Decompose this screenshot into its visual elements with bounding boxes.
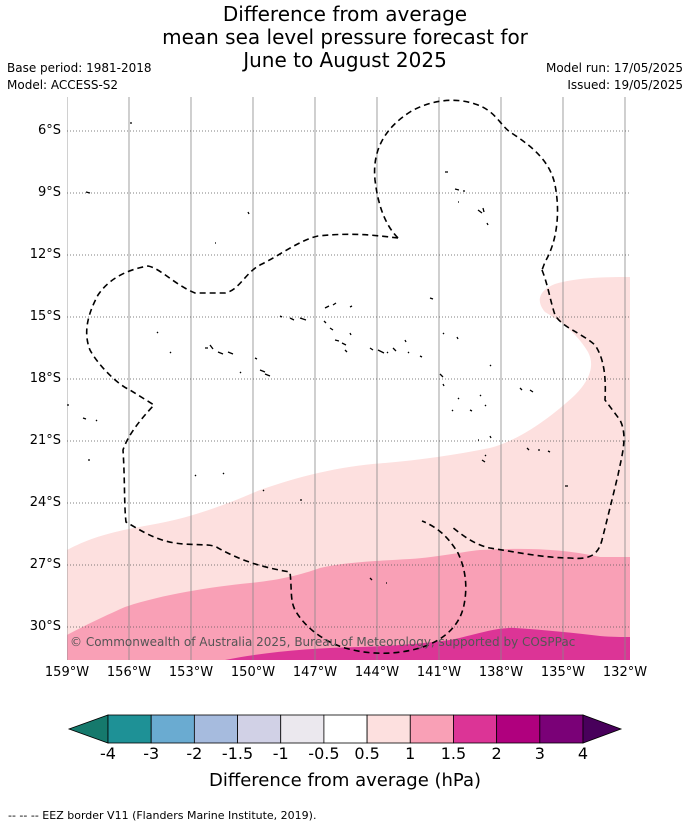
eez-border-east (451, 269, 625, 560)
colorbar-swatch (453, 714, 498, 744)
island-group-tuamotu (323, 297, 459, 387)
colorbar-swatch (323, 714, 368, 744)
lat-label-21s: 21°S (29, 433, 61, 448)
base-period: Base period: 1981-2018 (7, 61, 152, 75)
lat-label-15s: 15°S (29, 309, 61, 324)
anomaly-band-1-5-to-2 (225, 627, 630, 660)
lon-label-135w: 135°W (540, 665, 586, 680)
lat-label-27s: 27°S (29, 557, 61, 572)
colorbar-tick-label: 0.5 (354, 744, 380, 763)
colorbar-swatch (280, 714, 325, 744)
lon-label-138w: 138°W (478, 665, 524, 680)
lat-label-9s: 9°S (37, 185, 61, 200)
lat-label-30s: 30°S (29, 619, 61, 634)
colorbar-swatch (193, 714, 238, 744)
lat-label-12s: 12°S (29, 247, 61, 262)
colorbar-swatch (496, 714, 541, 744)
title-line-3: June to August 2025 (243, 48, 447, 72)
title-line-2: mean sea level pressure forecast for (162, 25, 528, 49)
lon-label-132w: 132°W (602, 665, 648, 680)
colorbar-tick-label: -3 (143, 744, 160, 763)
colorbar-tick-label: 1.5 (440, 744, 467, 763)
lon-label-150w: 150°W (230, 665, 276, 680)
copyright-text: © Commonwealth of Australia 2025, Bureau… (70, 635, 575, 649)
lon-label-153w: 153°W (168, 665, 214, 680)
colorbar-tick-label: 3 (534, 744, 545, 763)
eez-border-north (373, 99, 559, 271)
island-group-marquesas (445, 171, 489, 226)
colorbar-swatch (366, 714, 411, 744)
issued-date: Issued: 19/05/2025 (567, 78, 683, 92)
island-group-society (205, 344, 271, 377)
colorbar-tick-label: -1.5 (221, 744, 254, 763)
colorbar-swatch (409, 714, 454, 744)
title-line-1: Difference from average (222, 2, 468, 26)
colorbar-swatch (237, 714, 282, 744)
lon-label-156w: 156°W (106, 665, 152, 680)
colorbar-label: Difference from average (hPa) (208, 770, 482, 791)
colorbar-tick-label: -0.5 (308, 744, 340, 763)
lat-label-24s: 24°S (29, 495, 61, 510)
islands (67, 122, 568, 584)
island-group-austral (67, 122, 568, 584)
colorbar-swatch (150, 714, 195, 744)
colorbar-tick-label: 4 (577, 744, 589, 763)
lon-label-141w: 141°W (416, 665, 462, 680)
colorbar-extend-high (582, 714, 623, 744)
lat-label-6s: 6°S (37, 123, 61, 138)
lat-label-18s: 18°S (29, 371, 61, 386)
lon-label-144w: 144°W (354, 665, 400, 680)
parallels (67, 130, 630, 628)
model-run: Model run: 17/05/2025 (545, 61, 683, 75)
colorbar-tick-label: -4 (100, 744, 116, 763)
colorbar-tick-label: 2 (491, 744, 502, 763)
colorbar-tick-label: -1 (272, 744, 289, 763)
eez-legend: -- -- -- EEZ border V11 (Flanders Marine… (8, 809, 317, 822)
model-name: Model: ACCESS-S2 (7, 78, 119, 92)
colorbar-tick-label: -2 (186, 744, 203, 763)
colorbar-swatch (539, 714, 584, 744)
lon-label-147w: 147°W (292, 665, 338, 680)
colorbar-swatch (107, 714, 152, 744)
grid-lines (67, 97, 626, 660)
colorbar (67, 714, 623, 744)
eez-border-main (85, 233, 467, 654)
lon-label-159w: 159°W (44, 665, 90, 680)
map-panel: © Commonwealth of Australia 2025, Bureau… (67, 97, 630, 660)
colorbar-extend-low (67, 714, 109, 744)
colorbar-tick-label: 1 (405, 744, 416, 763)
